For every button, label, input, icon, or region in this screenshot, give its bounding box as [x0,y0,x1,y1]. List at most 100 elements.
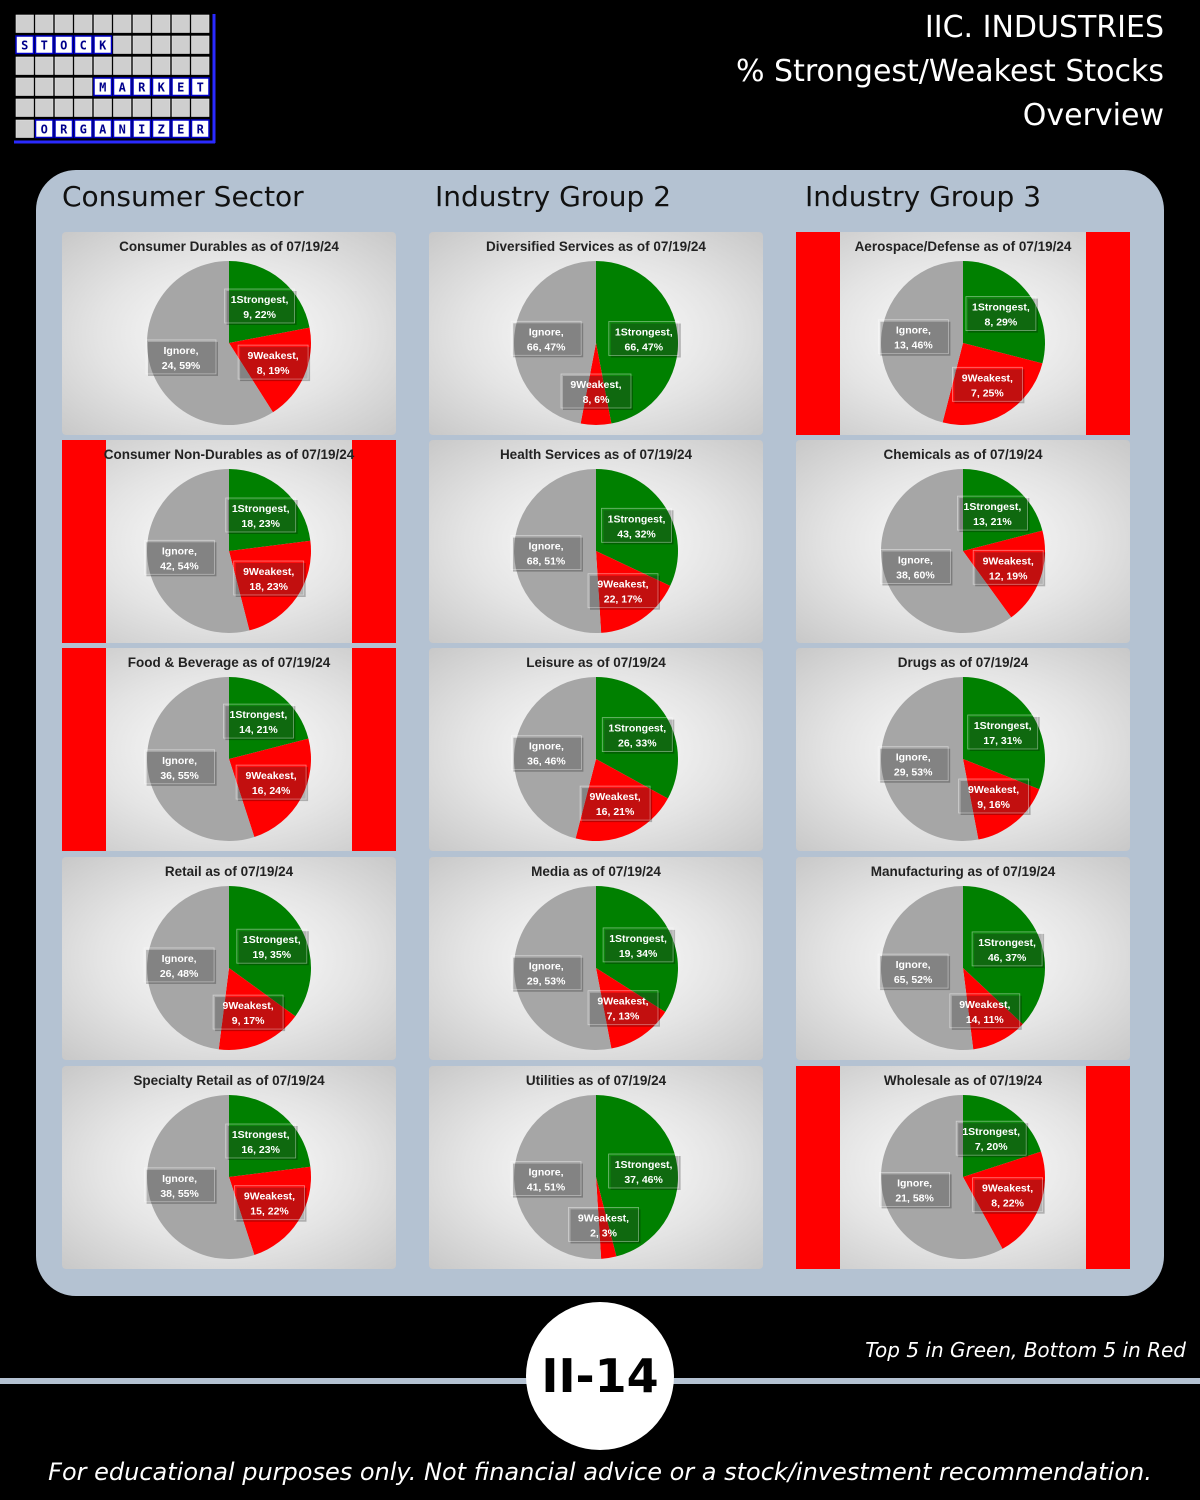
pie-slice-9weakest [963,968,1023,1050]
pie-chart-svg: 1Strongest, 13, 21% 9Weakest, 12, 19% Ignore… [880,469,1046,633]
data-label-value: 41, 51% [527,1182,566,1194]
data-label-ignore: Ignore, 29, 53% [877,746,951,783]
data-label-name: 1Strongest, [972,302,1030,314]
bottom-5-highlight-bar [62,440,106,643]
data-label-value: 7, 20% [975,1141,1008,1153]
pie-chart-card: Drugs as of 07/19/24 1Strongest, 17, 31% 9W… [796,648,1130,851]
data-label-9weakest: 9Weakest, 12, 19% [972,549,1046,587]
logo-filler-tile [15,119,34,138]
data-label-ignore: Ignore, 41, 51% [510,1161,583,1198]
pie-slice-1strongest [963,261,1045,364]
logo-letter: T [41,38,48,52]
data-label-name: 9Weakest, [597,579,648,591]
data-label-9weakest: 9Weakest, 9, 17% [212,994,286,1032]
legend-note: Top 5 in Green, Bottom 5 in Red [865,1338,1186,1362]
data-label-value: 9, 17% [232,1015,265,1027]
data-label-name: 9Weakest, [590,791,641,803]
data-label-name: 9Weakest, [982,1183,1033,1195]
data-label-value: 68, 51% [527,556,566,568]
chart-title: Consumer Non-Durables as of 07/19/24 [103,447,355,462]
logo-filler-tile [113,98,132,117]
data-label-name: 9Weakest, [597,996,648,1008]
logo-filler-tile [113,35,132,54]
pie-slice-9weakest [942,343,1043,425]
pie-chart-svg: 1Strongest, 19, 35% 9Weakest, 9, 17% Ignore,… [143,886,312,1050]
pie-chart-svg: 1Strongest, 14, 21% 9Weakest, 16, 24% Ignore… [144,677,311,841]
chart-title: Utilities as of 07/19/24 [525,1073,667,1088]
data-label-9weakest: 9Weakest, 22, 17% [587,573,660,610]
pie-slice-9weakest [580,343,612,426]
data-label-value: 65, 52% [894,974,933,986]
pie-chart-card: Media as of 07/19/24 1Strongest, 19, 34% 9W… [429,857,763,1060]
data-label-name: 1Strongest, [609,933,667,945]
pie-slice-1strongest [963,469,1043,551]
pie-chart-card: Chemicals as of 07/19/24 1Strongest, 13, 2… [796,440,1130,643]
pie-slice-1strongest [596,886,678,1012]
pie-slice-1strongest [596,1095,678,1257]
pie-slice-ignore [146,261,273,425]
data-label-value: 26, 33% [618,738,657,750]
data-label-1strongest: 1Strongest, 8, 29% [965,296,1038,333]
logo-letter: K [158,80,166,94]
logo-filler-tile [15,56,34,75]
pie-slice-1strongest [596,677,679,799]
data-label-ignore: Ignore, 36, 46% [511,735,584,772]
data-label-name: Ignore, [896,959,931,971]
logo-letter-tile [15,35,35,55]
data-label-9weakest: 9Weakest, 9, 16% [958,778,1031,815]
logo-filler-tile [54,98,73,117]
logo-filler-tile [132,14,151,33]
logo-letter-tile [34,35,54,55]
logo-letter-tile [112,77,132,97]
logo-letter-tile [73,35,93,55]
data-label-value: 66, 47% [527,341,566,353]
data-label-name: 9Weakest, [968,784,1019,796]
data-label-value: 7, 25% [971,387,1004,399]
data-label-9weakest: 9Weakest, 14, 11% [949,993,1022,1030]
data-label-1strongest: 1Strongest, 66, 47% [608,321,681,358]
chart-title: Chemicals as of 07/19/24 [883,447,1043,462]
pie-slice-ignore [881,1095,1003,1259]
data-label-9weakest: 9Weakest, 16, 24% [235,764,309,802]
logo-letter-tile [190,119,210,139]
data-label-1strongest: 1Strongest, 13, 21% [956,495,1030,533]
logo-filler-tile [152,56,171,75]
pie-slice-1strongest [963,1095,1041,1177]
pie-chart-svg: 1Strongest, 9, 22% 9Weakest, 8, 19% Ignore, 2… [145,261,312,425]
data-label-value: 22, 17% [604,594,643,606]
data-label-1strongest: 1Strongest, 14, 21% [222,703,296,741]
pie-chart-card: Diversified Services as of 07/19/24 1Stro… [429,232,763,435]
data-label-value: 8, 22% [991,1198,1024,1210]
pie-slice-ignore [514,469,602,633]
chart-title: Food & Beverage as of 07/19/24 [127,655,331,670]
logo-letter: E [177,80,184,94]
data-label-name: Ignore, [163,345,198,357]
data-label-name: Ignore, [529,961,564,973]
logo-filler-tile [35,77,54,96]
bottom-5-highlight-bar [796,232,840,435]
data-label-ignore: Ignore, 66, 47% [510,320,584,358]
data-label-value: 37, 46% [624,1174,663,1186]
chart-title: Drugs as of 07/19/24 [897,655,1029,670]
data-label-name: 1Strongest, [608,513,666,525]
chart-title: Consumer Durables as of 07/19/24 [119,239,339,254]
data-label-value: 2, 3% [590,1227,618,1239]
pie-chart-svg: 1Strongest, 17, 31% 9Weakest, 9, 16% Ignore,… [877,677,1045,841]
data-label-name: 9Weakest, [578,1212,629,1224]
logo-letter: K [99,38,107,52]
logo-filler-tile [152,35,171,54]
logo-filler-tile [74,77,93,96]
pie-chart-svg: 1Strongest, 7, 20% 9Weakest, 8, 22% Ignore, 2… [879,1095,1046,1259]
data-label-ignore: Ignore, 24, 59% [145,339,218,376]
data-label-1strongest: 1Strongest, 7, 20% [955,1120,1029,1158]
pie-chart-card: Retail as of 07/19/24 1Strongest, 19, 35% 9… [62,857,396,1060]
pie-slice-9weakest [596,551,671,633]
logo-letter: E [177,122,184,136]
data-label-value: 66, 47% [625,342,664,354]
pie-chart-card: Leisure as of 07/19/24 1Strongest, 26, 33%… [429,648,763,851]
data-label-value: 36, 55% [160,770,199,782]
stock-market-organizer-logo: S T O C KM A R K E TO R G A N I Z E R [12,12,216,144]
logo-filler-tile [132,35,151,54]
logo-filler-tile [74,98,93,117]
data-label-value: 18, 23% [241,518,280,530]
